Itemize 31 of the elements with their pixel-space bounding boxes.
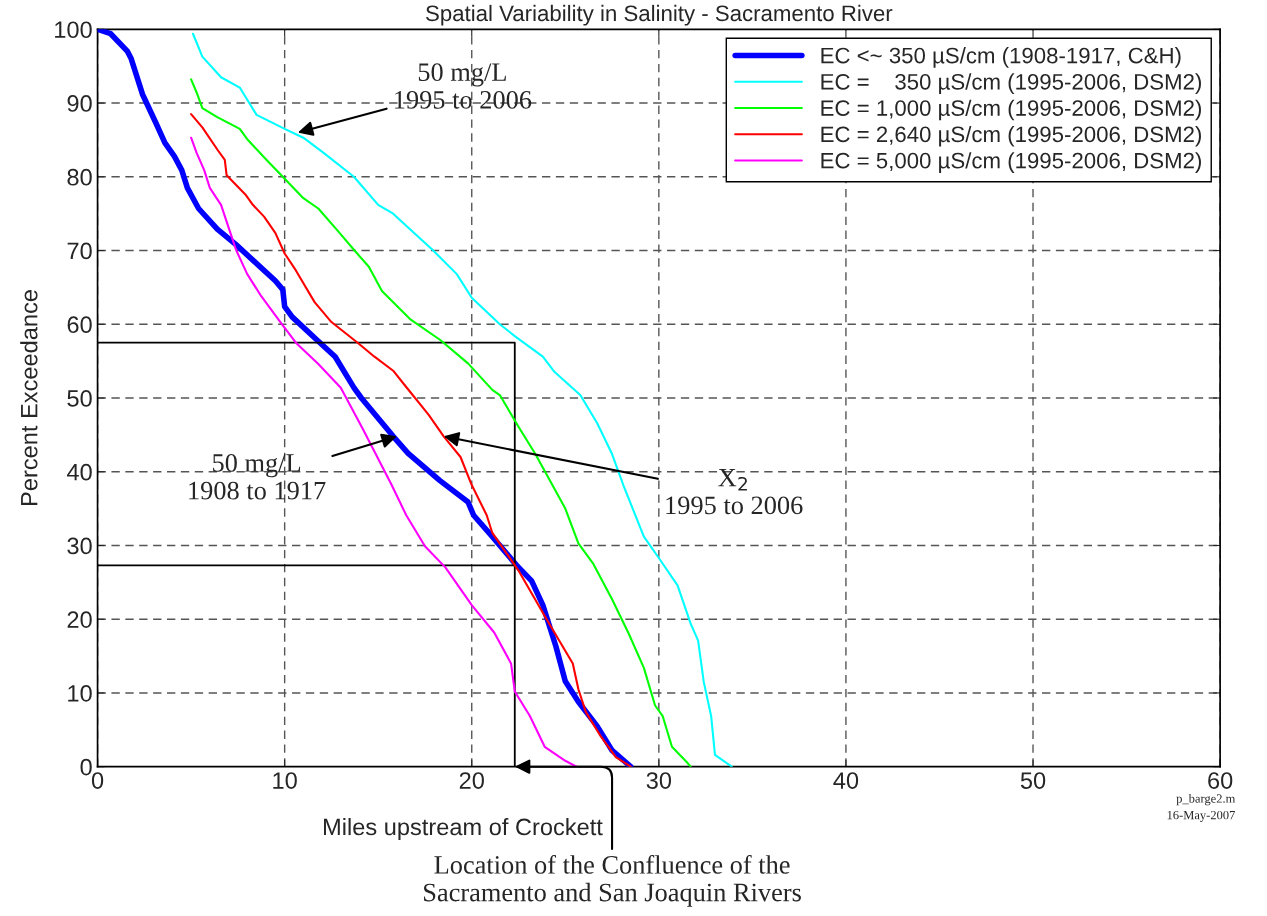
y-tick-label: 100: [55, 21, 92, 39]
text: p_barge2.m 16-May-2007: [1167, 793, 1236, 822]
y-tick-label: 70: [67, 242, 92, 260]
legend-label: EC = 5,000 µS/cm (1995-2006, DSM2): [821, 152, 1201, 173]
annotation: Location of the Confluence of the Sacramento and San Joaquin Rivers: [424, 854, 801, 907]
x-tick-label: 10: [273, 772, 297, 789]
y-tick-label: 80: [67, 168, 92, 186]
x-tick-label: 60: [1208, 772, 1233, 789]
x-axis-title: Miles upstream of Crockett: [324, 817, 603, 840]
y-tick-label: 50: [67, 390, 92, 407]
y-tick-label: 10: [68, 685, 92, 702]
y-tick-label: 60: [67, 316, 92, 334]
y-tick-label: 0: [80, 758, 92, 776]
legend-label: EC <~ 350 µS/cm (1908-1917, C&H): [821, 47, 1181, 68]
legend-label: EC = 350 µS/cm (1995-2006, DSM2): [821, 73, 1201, 95]
y-tick-label: 20: [67, 611, 92, 628]
x-tick-label: 50: [1020, 772, 1046, 789]
annotation: X$_{2}$ 1995 to 2006: [666, 468, 803, 515]
y-axis-title: Percent Exceedance: [20, 290, 38, 505]
annotation: 50 mg/L 1908 to 1917: [189, 454, 326, 500]
x-tick-label: 40: [833, 772, 859, 789]
y-tick-label: 40: [66, 463, 92, 481]
y-tick-label: 90: [67, 95, 92, 112]
y-tick-label: 30: [67, 537, 92, 555]
chart-title: Spatial Variability in Salinity - Sacramento River: [426, 4, 893, 26]
legend-label: EC = 1,000 µS/cm (1995-2006, DSM2): [821, 99, 1201, 121]
x-tick-label: 20: [459, 772, 484, 789]
annotation: 50 mg/L 1995 to 2006: [395, 63, 532, 109]
legend-label: EC = 2,640 µS/cm (1995-2006, DSM2): [821, 125, 1201, 147]
x-tick-label: 30: [646, 772, 672, 789]
x-tick-label: 0: [91, 772, 104, 789]
